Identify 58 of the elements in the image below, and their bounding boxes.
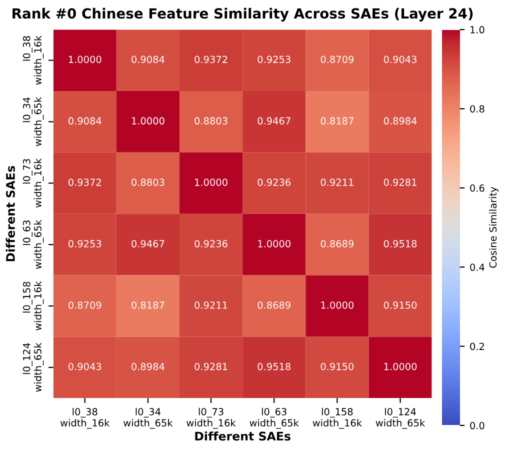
data-label: 0.9281 xyxy=(194,362,228,370)
y-tick-label: l0_158 width_16k xyxy=(22,281,44,330)
color-bar-label: 0.6 xyxy=(470,184,484,192)
data-label: 1.0000 xyxy=(132,117,164,125)
data-label: 0.9043 xyxy=(384,56,416,64)
data-label: 0.8984 xyxy=(132,362,164,370)
data-label: 0.9236 xyxy=(258,178,291,186)
data-label: 1.0000 xyxy=(68,56,102,64)
data-label: 0.8689 xyxy=(320,240,354,248)
data-label: 1.0000 xyxy=(258,240,290,248)
y-tick-label: l0_124 width_65k xyxy=(22,342,44,392)
data-label: 0.9281 xyxy=(384,178,416,186)
color-bar-label: 0.0 xyxy=(470,422,484,430)
data-label: 0.8803 xyxy=(132,178,164,186)
data-label: 0.8187 xyxy=(320,117,354,125)
x-tick-label: l0_124 width_65k xyxy=(376,408,426,429)
chart-title: Rank #0 Chinese Feature Similarity Across SAEs (Layer 24) xyxy=(12,8,473,22)
data-label: 0.8984 xyxy=(384,117,417,125)
data-label: 0.8689 xyxy=(258,301,290,309)
data-label: 0.8709 xyxy=(68,301,102,309)
data-label: 0.9043 xyxy=(68,362,102,370)
data-label: 0.9518 xyxy=(384,240,417,248)
data-label: 0.9084 xyxy=(68,117,102,125)
x-tick-label: l0_158 width_16k xyxy=(312,408,362,429)
color-bar-label: 0.4 xyxy=(470,264,484,271)
data-label: 0.9150 xyxy=(384,301,417,309)
data-label: 1.0000 xyxy=(321,301,354,309)
data-label: 0.9211 xyxy=(320,178,354,186)
data-label: 0.9211 xyxy=(194,301,228,309)
data-label: 0.9467 xyxy=(132,240,164,248)
data-label: 0.8803 xyxy=(194,117,228,125)
data-label: 1.0000 xyxy=(384,362,417,370)
y-tick-label: l0_63 width_65k xyxy=(22,220,44,269)
data-label: 0.9253 xyxy=(258,56,290,64)
data-label: 0.9253 xyxy=(68,240,102,248)
data-label: 0.9150 xyxy=(320,362,354,370)
data-label: 0.9236 xyxy=(194,240,228,248)
y-tick-label: l0_73 width_16k xyxy=(22,158,44,208)
color-bar-title: Cosine Similarity xyxy=(489,186,498,268)
data-label: 0.8187 xyxy=(132,301,164,309)
data-label: 0.9518 xyxy=(258,362,290,370)
data-label: 1.0000 xyxy=(195,178,228,186)
x-tick-label: l0_38 width_16k xyxy=(60,408,110,429)
y-axis-title: Different SAEs xyxy=(6,166,15,262)
y-tick-label: l0_38 width_16k xyxy=(22,35,44,85)
x-tick-label: l0_63 width_65k xyxy=(250,408,299,429)
color-bar-label: 0.2 xyxy=(470,342,484,350)
data-label: 0.9467 xyxy=(258,117,290,125)
x-tick-label: l0_73 width_16k xyxy=(186,408,236,429)
x-tick-label: l0_34 width_65k xyxy=(124,408,173,429)
data-label: 0.9372 xyxy=(194,56,228,64)
x-axis-title: Different SAEs xyxy=(195,431,290,441)
color-bar-label: 0.8 xyxy=(470,105,484,113)
y-tick-label: l0_34 width_65k xyxy=(22,96,44,146)
color-bar-label: 1.0 xyxy=(470,26,484,34)
data-label: 0.9372 xyxy=(68,178,101,186)
data-label: 0.8709 xyxy=(320,56,354,64)
data-label: 0.9084 xyxy=(132,56,164,64)
